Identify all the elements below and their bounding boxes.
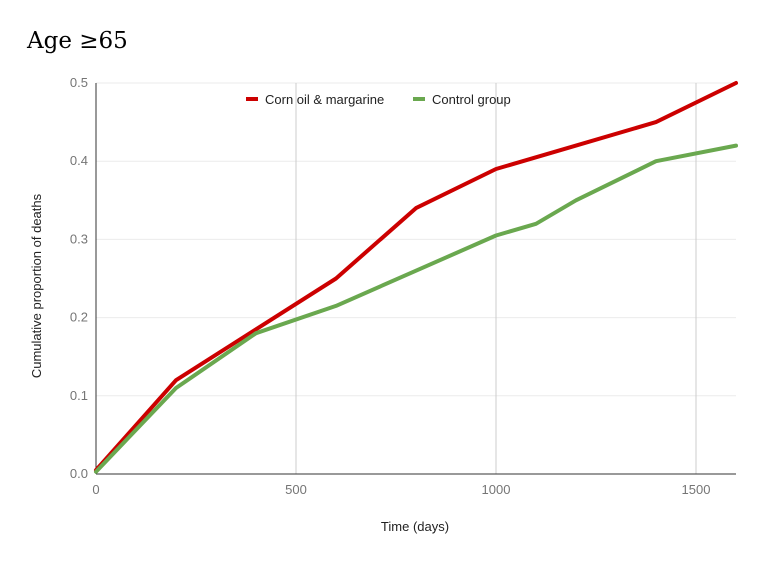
chart-title: Age ≥65: [27, 28, 128, 54]
series-lines: [94, 81, 738, 474]
x-tick-label: 1500: [682, 482, 711, 497]
x-axis-title: Time (days): [381, 519, 449, 534]
series-line-2: [94, 143, 738, 474]
y-tick-label: 0.4: [70, 153, 88, 168]
y-tick-label: 0.1: [70, 388, 88, 403]
y-tick-label: 0.5: [70, 75, 88, 90]
x-tick-label: 1000: [482, 482, 511, 497]
series-line-1: [94, 81, 738, 473]
axes: 0.0 0.1 0.2 0.3 0.4 0.5 0 500 1000 1500: [70, 75, 736, 497]
grid-lines: [96, 82, 736, 474]
y-tick-label: 0.0: [70, 466, 88, 481]
legend-label: Corn oil & margarine: [265, 92, 384, 107]
legend-label: Control group: [432, 92, 511, 107]
y-tick-label: 0.3: [70, 231, 88, 246]
x-tick-label: 0: [92, 482, 99, 497]
y-tick-label: 0.2: [70, 310, 88, 325]
y-axis-title: Cumulative proportion of deaths: [29, 193, 44, 378]
x-tick-label: 500: [285, 482, 307, 497]
legend: Corn oil & margarine Control group: [246, 92, 511, 107]
